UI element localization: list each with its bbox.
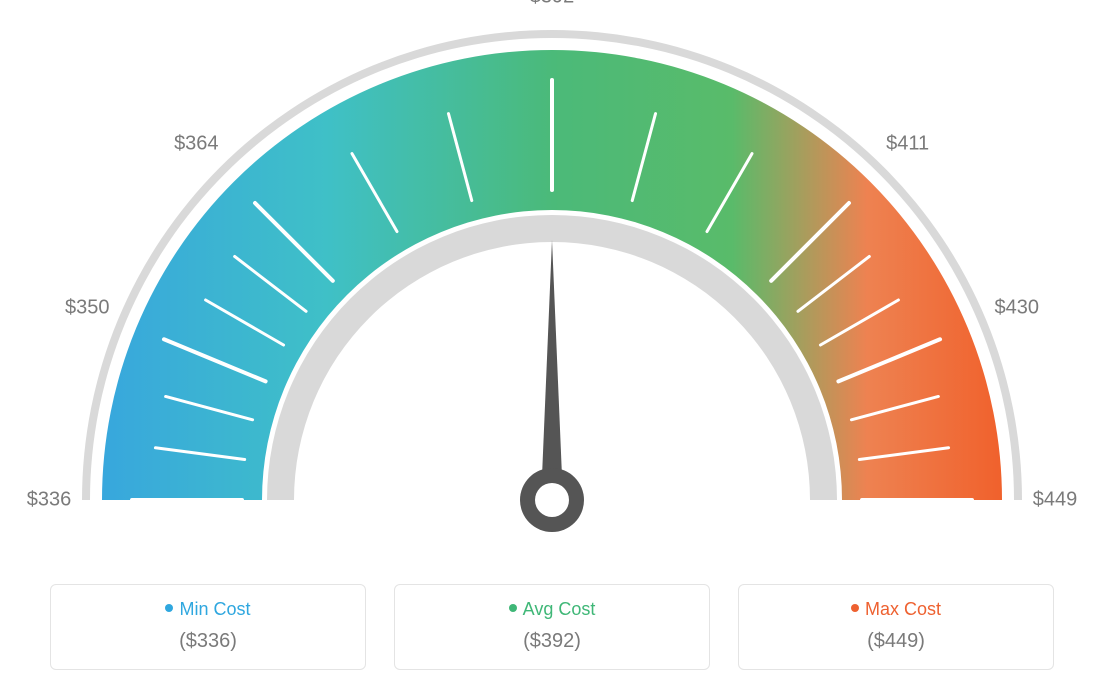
legend-row: Min Cost ($336) Avg Cost ($392) Max Cost…	[0, 584, 1104, 670]
gauge-tick-label: $350	[65, 296, 110, 319]
gauge-tick-label: $411	[886, 133, 929, 156]
legend-title-text: Avg Cost	[523, 599, 596, 619]
legend-value-avg: ($392)	[405, 630, 699, 653]
gauge-area: $336 $350 $364 $392 $411 $430 $449	[0, 0, 1104, 560]
dot-icon	[509, 604, 517, 612]
gauge-tick-label: $336	[27, 489, 72, 512]
legend-title-max: Max Cost	[749, 599, 1043, 620]
legend-title-text: Min Cost	[179, 599, 250, 619]
dot-icon	[851, 604, 859, 612]
gauge-tick-label: $392	[530, 0, 575, 9]
dot-icon	[165, 604, 173, 612]
legend-card-max: Max Cost ($449)	[738, 584, 1054, 670]
legend-card-min: Min Cost ($336)	[50, 584, 366, 670]
cost-gauge-chart: $336 $350 $364 $392 $411 $430 $449 Min Cost ($…	[0, 0, 1104, 690]
legend-value-min: ($336)	[61, 630, 355, 653]
gauge-tick-label: $449	[1033, 489, 1078, 512]
legend-title-min: Min Cost	[61, 599, 355, 620]
legend-title-avg: Avg Cost	[405, 599, 699, 620]
gauge-svg	[0, 0, 1104, 560]
gauge-tick-label: $430	[994, 296, 1039, 319]
legend-title-text: Max Cost	[865, 599, 941, 619]
gauge-tick-label: $364	[174, 133, 219, 156]
legend-card-avg: Avg Cost ($392)	[394, 584, 710, 670]
legend-value-max: ($449)	[749, 630, 1043, 653]
